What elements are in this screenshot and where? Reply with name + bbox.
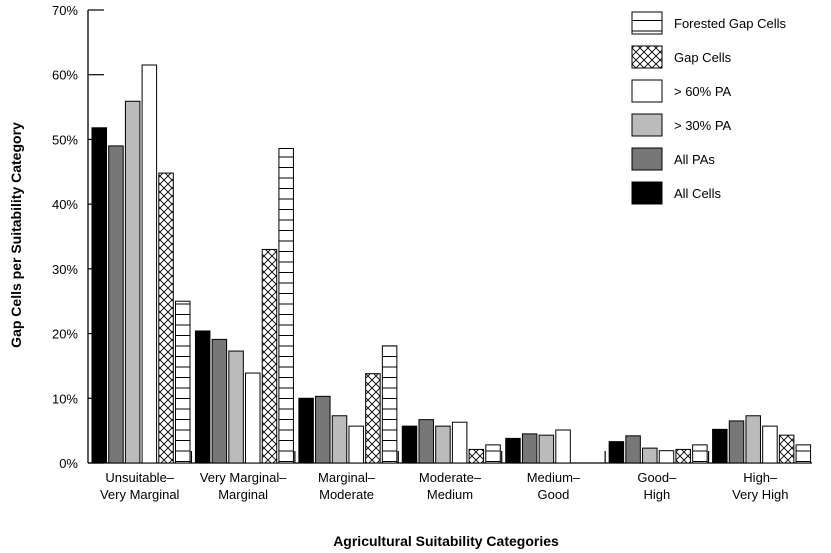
x-tick-label: Good– High (637, 470, 677, 502)
y-tick-label: 40% (52, 197, 78, 212)
legend-swatch (631, 11, 663, 35)
bar-all-pas (315, 395, 331, 464)
bar-all-pas (521, 433, 538, 464)
legend-swatch (631, 181, 663, 205)
x-tick-label: High– Very High (732, 470, 788, 502)
x-tick-label: Very Marginal– Marginal (200, 470, 287, 502)
legend-label: Forested Gap Cells (674, 16, 786, 31)
bar-forested-gap-cells (175, 300, 191, 464)
bar-gap-cells (468, 448, 485, 464)
x-tick-label: Moderate– Medium (419, 470, 482, 502)
y-tick-label: 60% (52, 68, 78, 83)
bar-gap-cells (158, 172, 174, 464)
bar-forested-gap-cells (381, 345, 398, 464)
legend-label: > 60% PA (674, 84, 732, 99)
bar-all-cells (91, 127, 107, 464)
bar--30-pa (538, 434, 555, 464)
bar--60-pa (555, 429, 571, 464)
bar--60-pa (245, 372, 261, 464)
legend-label: Gap Cells (674, 50, 732, 65)
bar-forested-gap-cells (795, 444, 812, 464)
legend-item: Gap Cells (631, 45, 732, 69)
bar-all-cells (401, 425, 418, 464)
bar--30-pa (331, 415, 348, 464)
x-tick-label: Unsuitable– Very Marginal (100, 470, 180, 502)
bar--60-pa (762, 425, 778, 464)
bar--30-pa (228, 350, 244, 464)
legend-item: Forested Gap Cells (631, 11, 786, 35)
legend-swatch (631, 113, 663, 137)
y-tick-label: 30% (52, 262, 78, 277)
y-tick-label: 20% (52, 327, 78, 342)
bar-all-cells (298, 397, 314, 464)
bar--60-pa (451, 421, 468, 464)
bar-all-cells (608, 441, 625, 464)
bar-forested-gap-cells (278, 147, 294, 464)
y-tick-label: 0% (59, 456, 78, 471)
legend-item: > 60% PA (631, 79, 732, 103)
bar-gap-cells (778, 434, 795, 464)
legend-label: > 30% PA (674, 118, 732, 133)
y-tick-label: 10% (52, 391, 78, 406)
y-tick-label: 70% (52, 3, 78, 18)
labels: Unsuitable– Very Marginal Very Marginal– Ma… (100, 470, 789, 502)
bar-all-pas (211, 338, 228, 464)
bar--60-pa (141, 64, 158, 464)
bar-gap-cells (365, 373, 381, 464)
bar--30-pa (124, 100, 141, 464)
bar--60-pa (348, 425, 364, 464)
bar--30-pa (435, 425, 451, 464)
legend-swatch (631, 45, 663, 69)
legend-label: All PAs (674, 152, 715, 167)
bar-all-cells (505, 437, 521, 464)
legend-label: All Cells (674, 186, 721, 201)
bar-forested-gap-cells (692, 444, 708, 464)
x-tick-label: Marginal– Moderate (318, 470, 376, 502)
y-tick-label: 50% (52, 132, 78, 147)
legend-item: All Cells (631, 181, 721, 205)
bar-all-pas (108, 145, 124, 464)
legend: Forested Gap Cells Gap Cells > 60% PA > 30%… (631, 11, 786, 205)
bar--60-pa (658, 450, 675, 464)
bar-forested-gap-cells (485, 444, 501, 464)
legend-item: All PAs (631, 147, 715, 171)
bar-gap-cells (261, 248, 278, 464)
bar-all-cells (712, 428, 728, 464)
legend-swatch (631, 147, 663, 171)
bar-all-cells (194, 330, 211, 464)
legend-swatch (631, 79, 663, 103)
bar--30-pa (642, 447, 658, 464)
x-tick-label: Medium– Good (527, 470, 581, 502)
bar-gap-cells (675, 448, 691, 464)
bars (91, 64, 812, 464)
x-axis-title: Agricultural Suitability Categories (333, 533, 559, 549)
bar-all-pas (625, 435, 641, 464)
bar-all-pas (418, 419, 434, 464)
bar--30-pa (745, 415, 761, 464)
legend-item: > 30% PA (631, 113, 732, 137)
y-axis-title: Gap Cells per Suitability Category (8, 122, 24, 348)
bar-all-pas (728, 420, 745, 464)
